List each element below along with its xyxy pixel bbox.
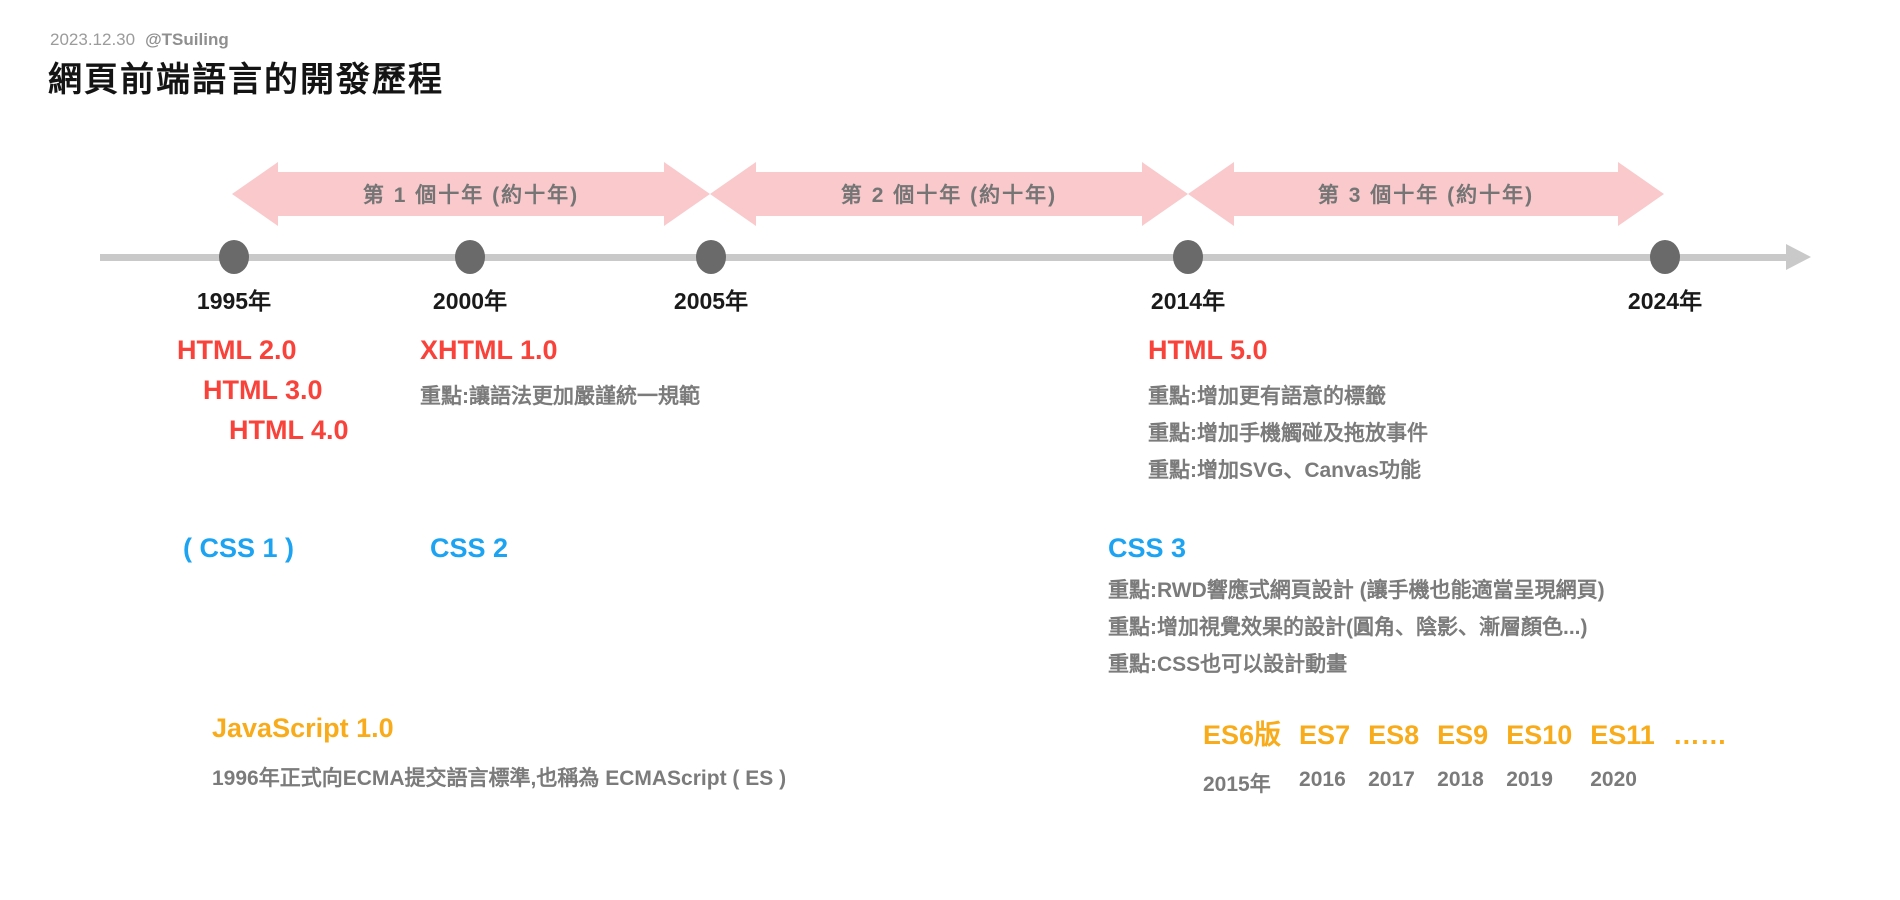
year-label-2024: 2024年: [1627, 288, 1703, 314]
es9-label: ES9: [1437, 720, 1489, 750]
es7-year: 2016: [1299, 768, 1346, 791]
meta-line: 2023.12.30 @TSuiling: [50, 30, 229, 50]
page-title: 網頁前端語言的開發歷程: [48, 61, 444, 99]
css3-note-2: 重點:增加視覺效果的設計(圓角、陰影、漸層顏色...): [1108, 616, 1588, 639]
es8-label: ES8: [1368, 720, 1420, 750]
xhtml-2000-block: XHTML 1.0 重點:讓語法更加嚴謹統一規範: [420, 330, 700, 415]
css3-notes: 重點:RWD響應式網頁設計 (讓手機也能適當呈現網頁) 重點:增加視覺效果的設計…: [1108, 572, 1605, 683]
xhtml-notes: 重點:讓語法更加嚴謹統一規範: [420, 378, 700, 415]
javascript-block: JavaScript 1.0 1996年正式向ECMA提交語言標準,也稱為 EC…: [212, 708, 786, 797]
html5-2014-block: HTML 5.0 重點:增加更有語意的標籤 重點:增加手機觸碰及拖放事件 重點:…: [1148, 330, 1428, 489]
javascript-notes: 1996年正式向ECMA提交語言標準,也稱為 ECMAScript ( ES ): [212, 760, 786, 797]
html3-label: HTML 3.0: [203, 375, 323, 405]
es-version-item: ES7 2016: [1299, 718, 1350, 798]
es8-year: 2017: [1368, 768, 1415, 791]
year-label-2005: 2005年: [673, 288, 749, 314]
html5-note-2: 重點:增加手機觸碰及拖放事件: [1148, 422, 1428, 445]
html5-note-1: 重點:增加更有語意的標籤: [1148, 385, 1386, 408]
es9-year: 2018: [1437, 768, 1484, 791]
es-versions-row: ES6版 2015年 ES7 2016 ES8 2017 ES9 2018 ES…: [1203, 718, 1727, 798]
arrow-left-head-icon: [1188, 162, 1234, 226]
year-label-2014: 2014年: [1150, 288, 1226, 314]
timeline-dot-2024: [1650, 240, 1680, 274]
decade-arrow-3-label: 第 3 個十年 (約十年): [1317, 184, 1535, 207]
arrow-right-head-icon: [1142, 162, 1188, 226]
arrow-left-head-icon: [232, 162, 278, 226]
xhtml-note-1: 重點:讓語法更加嚴謹統一規範: [420, 385, 700, 408]
es-version-item: ……: [1673, 718, 1727, 798]
css3-note-3: 重點:CSS也可以設計動畫: [1108, 653, 1348, 676]
es11-label: ES11: [1590, 720, 1655, 750]
decade-arrow-2-label: 第 2 個十年 (約十年): [840, 184, 1058, 207]
es10-label: ES10: [1506, 720, 1573, 750]
xhtml-title: XHTML 1.0: [420, 335, 558, 365]
timeline-arrowhead-icon: [1786, 244, 1811, 270]
timeline-dot-2000: [455, 240, 485, 274]
css3-title: CSS 3: [1108, 533, 1187, 563]
html5-notes: 重點:增加更有語意的標籤 重點:增加手機觸碰及拖放事件 重點:增加SVG、Can…: [1148, 378, 1428, 489]
es-version-item: ES6版 2015年: [1203, 718, 1281, 798]
es-version-item: ES11 2020: [1590, 718, 1655, 798]
decade-arrow-1-body: 第 1 個十年 (約十年): [278, 172, 664, 216]
es11-year: 2020: [1590, 768, 1637, 791]
timeline-axis: [100, 254, 1788, 261]
decade-arrow-2: 第 2 個十年 (約十年): [710, 162, 1188, 226]
html4-label: HTML 4.0: [229, 415, 349, 445]
decade-arrow-1-label: 第 1 個十年 (約十年): [362, 184, 580, 207]
date-label: 2023.12.30: [50, 30, 136, 49]
year-label-1995: 1995年: [196, 288, 272, 314]
es6-label: ES6版: [1203, 720, 1282, 750]
es10-year: 2019: [1506, 768, 1553, 791]
css2-label: CSS 2: [430, 533, 509, 563]
es-version-item: ES10 2019: [1506, 718, 1572, 798]
html2-label: HTML 2.0: [177, 335, 297, 365]
decade-arrow-3: 第 3 個十年 (約十年): [1188, 162, 1664, 226]
arrow-right-head-icon: [1618, 162, 1664, 226]
arrow-left-head-icon: [710, 162, 756, 226]
javascript-note: 1996年正式向ECMA提交語言標準,也稱為 ECMAScript ( ES ): [212, 767, 787, 790]
year-label-2000: 2000年: [432, 288, 508, 314]
es-version-item: ES9 2018: [1437, 718, 1488, 798]
html-1995-block: HTML 2.0 HTML 3.0 HTML 4.0: [177, 330, 349, 450]
arrow-right-head-icon: [664, 162, 710, 226]
css3-note-1: 重點:RWD響應式網頁設計 (讓手機也能適當呈現網頁): [1108, 579, 1605, 602]
css3-block: CSS 3 重點:RWD響應式網頁設計 (讓手機也能適當呈現網頁) 重點:增加視…: [1108, 528, 1605, 683]
decade-arrow-3-body: 第 3 個十年 (約十年): [1234, 172, 1618, 216]
author-handle: @TSuiling: [145, 30, 229, 49]
javascript-title: JavaScript 1.0: [212, 713, 394, 743]
es-version-item: ES8 2017: [1368, 718, 1419, 798]
decade-arrow-2-body: 第 2 個十年 (約十年): [756, 172, 1142, 216]
css1-block: ( CSS 1 ): [183, 528, 294, 568]
decade-arrow-1: 第 1 個十年 (約十年): [232, 162, 710, 226]
css2-block: CSS 2: [430, 528, 508, 568]
css1-label: ( CSS 1 ): [183, 533, 295, 563]
es-more-ellipsis: ……: [1672, 720, 1727, 750]
timeline-dot-2005: [696, 240, 726, 274]
es7-label: ES7: [1299, 720, 1351, 750]
html5-note-3: 重點:增加SVG、Canvas功能: [1148, 459, 1422, 482]
html5-title: HTML 5.0: [1148, 335, 1268, 365]
es6-year: 2015年: [1203, 773, 1271, 796]
timeline-dot-2014: [1173, 240, 1203, 274]
timeline-dot-1995: [219, 240, 249, 274]
